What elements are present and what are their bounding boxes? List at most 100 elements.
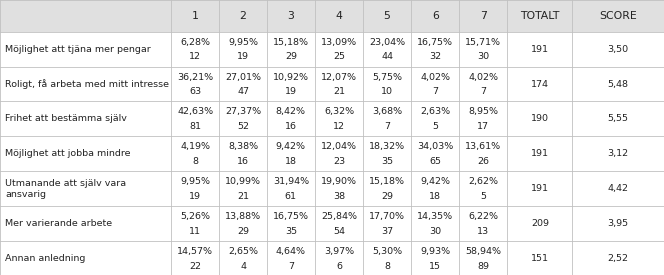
Text: 16,75%: 16,75% <box>417 38 454 46</box>
Text: 23: 23 <box>333 157 345 166</box>
Text: 63: 63 <box>189 87 201 96</box>
Text: 3,95: 3,95 <box>608 219 629 228</box>
Text: 13: 13 <box>477 227 489 236</box>
Text: 21: 21 <box>333 87 345 96</box>
Text: 5,30%: 5,30% <box>372 247 402 256</box>
Text: 8: 8 <box>384 262 390 271</box>
Text: 15,18%: 15,18% <box>273 38 309 46</box>
Text: 4: 4 <box>240 262 246 271</box>
Text: 25,84%: 25,84% <box>321 212 357 221</box>
Text: Frihet att bestämma själv: Frihet att bestämma själv <box>5 114 127 123</box>
Text: 12: 12 <box>189 52 201 61</box>
Text: 19: 19 <box>285 87 297 96</box>
Text: 17: 17 <box>477 122 489 131</box>
Text: 26: 26 <box>477 157 489 166</box>
Text: 34,03%: 34,03% <box>417 142 454 151</box>
Text: 7: 7 <box>480 87 487 96</box>
Text: 9,93%: 9,93% <box>420 247 450 256</box>
Text: 38: 38 <box>333 192 345 201</box>
Text: 17,70%: 17,70% <box>369 212 405 221</box>
Text: 42,63%: 42,63% <box>177 108 213 116</box>
Text: 6,32%: 6,32% <box>324 108 354 116</box>
Text: TOTALT: TOTALT <box>520 11 560 21</box>
Text: 13,88%: 13,88% <box>225 212 261 221</box>
Text: 5,48: 5,48 <box>608 79 629 89</box>
Text: 7: 7 <box>384 122 390 131</box>
Text: 4,02%: 4,02% <box>468 73 499 81</box>
Text: 5,75%: 5,75% <box>372 73 402 81</box>
Text: 25: 25 <box>333 52 345 61</box>
Text: 1: 1 <box>192 11 199 21</box>
Text: 54: 54 <box>333 227 345 236</box>
Text: 19: 19 <box>189 192 201 201</box>
Text: 7: 7 <box>288 262 294 271</box>
Bar <box>0 206 664 241</box>
Text: 3,50: 3,50 <box>608 45 629 54</box>
Text: 191: 191 <box>531 45 549 54</box>
Text: 209: 209 <box>531 219 549 228</box>
Text: 16: 16 <box>237 157 249 166</box>
Text: 89: 89 <box>477 262 489 271</box>
Text: 11: 11 <box>189 227 201 236</box>
Text: 190: 190 <box>531 114 549 123</box>
Text: 2,52: 2,52 <box>608 254 629 263</box>
Text: 14,57%: 14,57% <box>177 247 213 256</box>
Text: 81: 81 <box>189 122 201 131</box>
Text: Utmanande att själv vara
ansvarig: Utmanande att själv vara ansvarig <box>5 179 126 199</box>
Text: 37: 37 <box>381 227 393 236</box>
Text: 29: 29 <box>237 227 249 236</box>
Text: 13,09%: 13,09% <box>321 38 357 46</box>
Text: 19,90%: 19,90% <box>321 177 357 186</box>
Text: Annan anledning: Annan anledning <box>5 254 86 263</box>
Text: 9,42%: 9,42% <box>420 177 450 186</box>
Text: 5,26%: 5,26% <box>180 212 210 221</box>
Text: Mer varierande arbete: Mer varierande arbete <box>5 219 112 228</box>
Text: 47: 47 <box>237 87 249 96</box>
Text: 3,97%: 3,97% <box>324 247 354 256</box>
Text: 3,12: 3,12 <box>608 149 629 158</box>
Text: 27,01%: 27,01% <box>225 73 261 81</box>
Text: 8,42%: 8,42% <box>276 108 306 116</box>
Text: 9,95%: 9,95% <box>228 38 258 46</box>
Bar <box>0 0 664 32</box>
Text: Möjlighet att tjäna mer pengar: Möjlighet att tjäna mer pengar <box>5 45 151 54</box>
Text: 35: 35 <box>285 227 297 236</box>
Text: 7: 7 <box>432 87 438 96</box>
Text: Roligt, få arbeta med mitt intresse: Roligt, få arbeta med mitt intresse <box>5 79 169 89</box>
Text: 4: 4 <box>335 11 343 21</box>
Text: 36,21%: 36,21% <box>177 73 213 81</box>
Text: 15: 15 <box>429 262 442 271</box>
Text: Möjlighet att jobba mindre: Möjlighet att jobba mindre <box>5 149 131 158</box>
Text: 4,19%: 4,19% <box>180 142 210 151</box>
Text: 9,95%: 9,95% <box>180 177 210 186</box>
Text: 18,32%: 18,32% <box>369 142 405 151</box>
Text: 16: 16 <box>285 122 297 131</box>
Text: 4,02%: 4,02% <box>420 73 450 81</box>
Text: 6,22%: 6,22% <box>468 212 499 221</box>
Text: 58,94%: 58,94% <box>465 247 501 256</box>
Text: 8,95%: 8,95% <box>468 108 499 116</box>
Bar <box>0 101 664 136</box>
Text: 12,07%: 12,07% <box>321 73 357 81</box>
Text: 35: 35 <box>381 157 393 166</box>
Text: 12,04%: 12,04% <box>321 142 357 151</box>
Text: 10: 10 <box>381 87 393 96</box>
Text: 2,62%: 2,62% <box>468 177 499 186</box>
Text: 191: 191 <box>531 184 549 193</box>
Text: 30: 30 <box>477 52 489 61</box>
Text: SCORE: SCORE <box>600 11 637 21</box>
Text: 18: 18 <box>429 192 442 201</box>
Bar <box>0 32 664 67</box>
Text: 12: 12 <box>333 122 345 131</box>
Text: 21: 21 <box>237 192 249 201</box>
Text: 4,64%: 4,64% <box>276 247 306 256</box>
Text: 10,99%: 10,99% <box>225 177 261 186</box>
Text: 13,61%: 13,61% <box>465 142 501 151</box>
Text: 8,38%: 8,38% <box>228 142 258 151</box>
Text: 15,71%: 15,71% <box>465 38 501 46</box>
Text: 31,94%: 31,94% <box>273 177 309 186</box>
Bar <box>0 171 664 206</box>
Text: 27,37%: 27,37% <box>225 108 261 116</box>
Text: 22: 22 <box>189 262 201 271</box>
Text: 30: 30 <box>429 227 442 236</box>
